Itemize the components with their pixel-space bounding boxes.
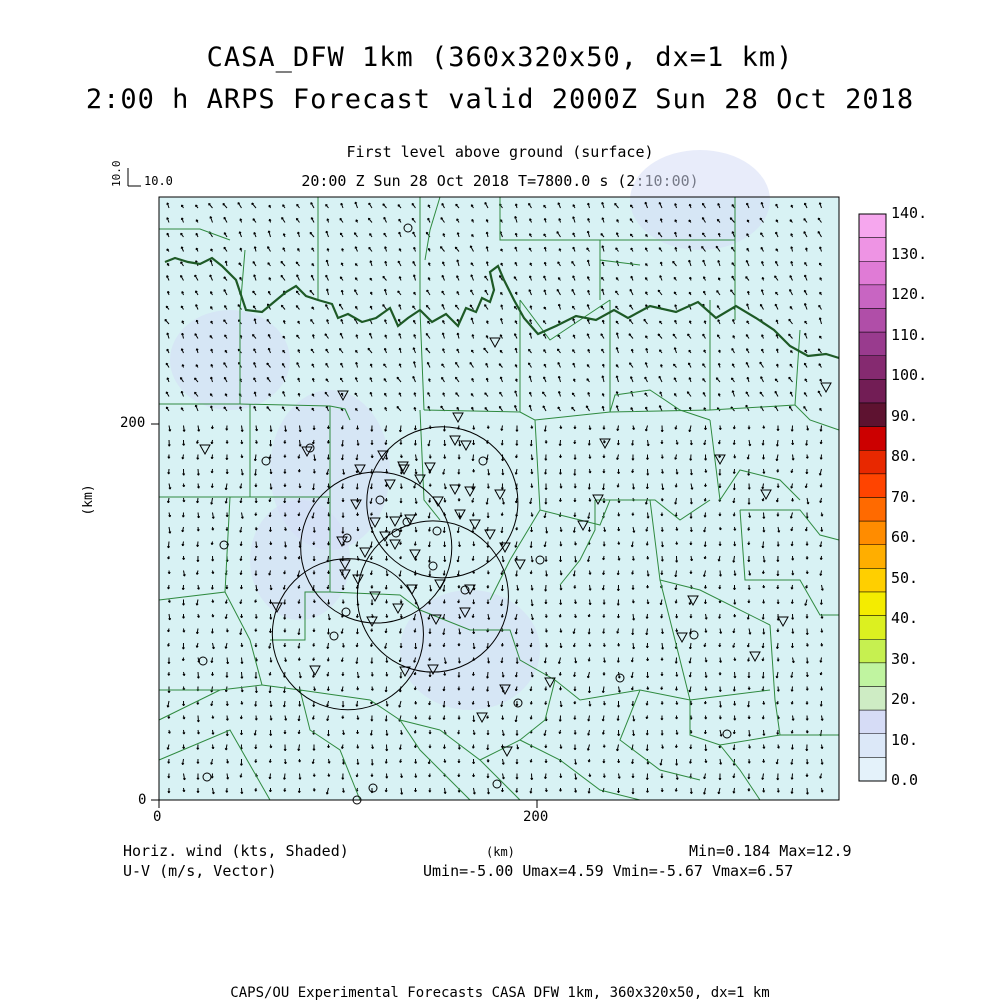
colorbar-label: 130. bbox=[891, 245, 927, 263]
colorbar-segment bbox=[859, 238, 886, 262]
colorbar-label: 30. bbox=[891, 650, 918, 668]
colorbar-segment bbox=[859, 663, 886, 687]
colorbar-segment bbox=[859, 427, 886, 451]
colorbar-label: 50. bbox=[891, 569, 918, 587]
colorbar-segment bbox=[859, 474, 886, 498]
y-tick-200: 200 bbox=[120, 415, 145, 431]
colorbar-label: 100. bbox=[891, 366, 927, 384]
colorbar-segment bbox=[859, 757, 886, 781]
y-axis-label: (km) bbox=[81, 484, 96, 515]
colorbar-segment bbox=[859, 616, 886, 640]
colorbar-label: 120. bbox=[891, 285, 927, 303]
legend-shaded: Horiz. wind (kts, Shaded) bbox=[123, 842, 349, 860]
colorbar bbox=[859, 214, 886, 781]
colorbar-segment bbox=[859, 379, 886, 403]
colorbar-segment bbox=[859, 710, 886, 734]
colorbar-label: 110. bbox=[891, 326, 927, 344]
colorbar-segment bbox=[859, 734, 886, 758]
legend-vector: U-V (m/s, Vector) bbox=[123, 862, 277, 880]
colorbar-segment bbox=[859, 403, 886, 427]
colorbar-label: 40. bbox=[891, 609, 918, 627]
colorbar-segment bbox=[859, 214, 886, 238]
colorbar-label: 20. bbox=[891, 690, 918, 708]
colorbar-segment bbox=[859, 568, 886, 592]
colorbar-segment bbox=[859, 592, 886, 616]
wind-speed-shading bbox=[159, 197, 839, 800]
colorbar-segment bbox=[859, 498, 886, 522]
colorbar-label: 140. bbox=[891, 204, 927, 222]
colorbar-label: 70. bbox=[891, 488, 918, 506]
legend-minmax: Min=0.184 Max=12.9 bbox=[689, 842, 852, 860]
colorbar-segment bbox=[859, 285, 886, 309]
colorbar-segment bbox=[859, 450, 886, 474]
colorbar-label: 10. bbox=[891, 731, 918, 749]
colorbar-segment bbox=[859, 545, 886, 569]
colorbar-label: 80. bbox=[891, 447, 918, 465]
shading-patch bbox=[170, 310, 290, 410]
x-tick-200: 200 bbox=[523, 809, 548, 825]
ref-vector-h-label: 10.0 bbox=[144, 174, 173, 188]
plot-area bbox=[151, 150, 839, 808]
colorbar-segment bbox=[859, 687, 886, 711]
y-tick-0: 0 bbox=[138, 792, 146, 808]
colorbar-label: 90. bbox=[891, 407, 918, 425]
shading-patch bbox=[630, 150, 770, 250]
colorbar-label: 60. bbox=[891, 528, 918, 546]
x-axis-label: (km) bbox=[486, 845, 515, 859]
colorbar-segment bbox=[859, 261, 886, 285]
colorbar-segment bbox=[859, 521, 886, 545]
footer-credit: CAPS/OU Experimental Forecasts CASA DFW … bbox=[0, 985, 1000, 1001]
ref-vector-v-label: 10.0 bbox=[110, 161, 123, 188]
reference-vector: 10.0 10.0 bbox=[110, 161, 173, 189]
colorbar-segment bbox=[859, 639, 886, 663]
legend-uv-range: Umin=-5.00 Umax=4.59 Vmin=-5.67 Vmax=6.5… bbox=[423, 862, 793, 880]
colorbar-segment bbox=[859, 332, 886, 356]
colorbar-label: 0.0 bbox=[891, 771, 918, 789]
colorbar-segment bbox=[859, 356, 886, 380]
colorbar-segment bbox=[859, 309, 886, 333]
x-tick-0: 0 bbox=[153, 809, 161, 825]
